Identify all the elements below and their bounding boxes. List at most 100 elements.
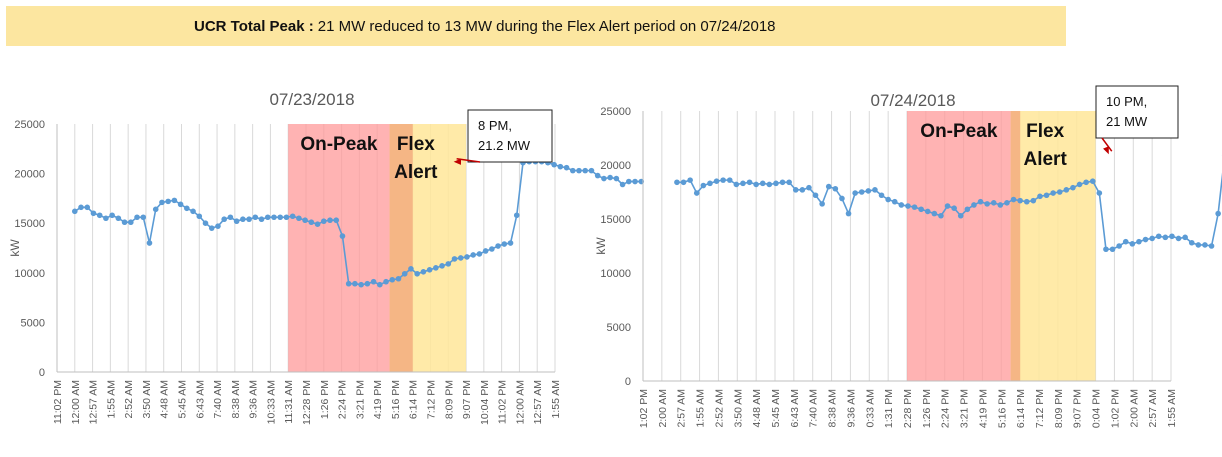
data-point: [146, 240, 153, 246]
data-point: [196, 213, 203, 220]
data-point: [852, 190, 858, 196]
callout-box: [1095, 85, 1179, 139]
y-tick-label: 25000: [14, 119, 45, 131]
data-point: [84, 204, 91, 211]
data-point: [680, 179, 687, 186]
data-point: [713, 178, 720, 184]
x-tick-label: 2:57 AM: [1147, 389, 1159, 428]
data-point: [918, 206, 924, 213]
callout-line1: 8 PM,: [478, 118, 512, 133]
x-tick-label: 12:57 AM: [532, 380, 544, 424]
data-point: [96, 212, 103, 219]
data-point: [389, 276, 396, 283]
data-point: [588, 167, 595, 174]
data-point: [370, 278, 377, 285]
data-point: [445, 261, 452, 267]
x-tick-label: 1:31 PM: [883, 389, 895, 428]
y-tick-label: 20000: [14, 169, 45, 181]
x-tick-label: 2:57 AM: [676, 389, 688, 428]
x-tick-label: 0:33 AM: [864, 389, 876, 428]
data-point: [582, 167, 589, 174]
data-point: [439, 263, 445, 269]
data-point: [819, 201, 825, 207]
data-point: [408, 266, 414, 272]
data-point: [865, 188, 872, 194]
chart-title: 07/24/2018: [870, 91, 955, 110]
data-point: [1175, 235, 1182, 242]
x-tick-label: 5:16 PM: [996, 389, 1008, 428]
summary-banner: UCR Total Peak : 21 MW reduced to 13 MW …: [6, 6, 1066, 46]
x-tick-label: 6:43 AM: [789, 389, 801, 428]
x-tick-label: 8:09 PM: [1053, 389, 1065, 428]
data-point: [607, 174, 613, 181]
x-tick-label: 1:55 AM: [1166, 389, 1178, 428]
data-point: [1136, 238, 1142, 245]
x-tick-label: 7:12 PM: [426, 380, 438, 419]
data-point: [626, 178, 632, 185]
data-point: [1182, 234, 1188, 241]
data-point: [1010, 196, 1017, 203]
data-point: [759, 180, 766, 187]
flex-label-line2: Alert: [1023, 149, 1067, 170]
data-point: [891, 198, 898, 205]
data-point: [433, 265, 439, 271]
x-tick-label: 1:55 AM: [550, 380, 562, 419]
x-tick-label: 9:36 AM: [248, 380, 260, 419]
data-point: [302, 217, 308, 224]
x-tick-label: 1:26 PM: [319, 380, 331, 419]
data-point: [1162, 234, 1169, 241]
x-tick-label: 9:07 PM: [461, 380, 473, 419]
y-tick-label: 25000: [600, 106, 631, 118]
onpeak-band: [907, 111, 1021, 381]
x-tick-label: 3:21 PM: [354, 380, 366, 419]
banner-bold: UCR Total Peak :: [194, 17, 314, 35]
x-tick-label: 3:21 PM: [959, 389, 971, 428]
data-point: [557, 163, 564, 170]
data-point: [426, 267, 433, 273]
data-point: [619, 181, 626, 188]
data-point: [90, 210, 97, 217]
data-point: [202, 220, 209, 226]
x-tick-label: 1:02 PM: [638, 389, 650, 428]
x-tick-label: 8:09 PM: [443, 380, 455, 419]
data-point: [977, 198, 984, 205]
x-tick-label: 2:24 PM: [940, 389, 952, 428]
data-point: [401, 270, 408, 277]
data-point: [327, 217, 333, 224]
callout-line1: 10 PM,: [1106, 94, 1147, 109]
y-tick-label: 5000: [607, 322, 631, 334]
data-point: [1116, 243, 1122, 249]
flex-label-line1: Flex: [397, 134, 435, 155]
data-point: [984, 201, 990, 207]
data-point: [171, 197, 178, 204]
y-tick-label: 10000: [14, 268, 45, 280]
data-point: [190, 208, 196, 215]
data-point: [944, 203, 951, 209]
data-point: [806, 184, 812, 191]
data-point: [1070, 184, 1076, 191]
data-point: [1017, 197, 1023, 204]
data-point: [314, 221, 321, 227]
data-point: [208, 225, 215, 231]
x-tick-label: 12:57 AM: [88, 380, 100, 424]
data-point: [358, 281, 364, 288]
data-point: [799, 187, 806, 193]
data-point: [103, 215, 109, 222]
data-point: [1043, 192, 1050, 199]
data-point: [707, 180, 713, 187]
data-point: [1089, 178, 1096, 184]
data-point: [513, 212, 520, 219]
y-axis-label: kW: [594, 237, 608, 255]
chart-0723: 0 5000 10000 15000 20000 25000 kW 11:02 PM 12:00…: [8, 90, 645, 425]
data-point: [476, 251, 483, 257]
data-point: [1215, 210, 1221, 217]
data-point: [165, 198, 171, 205]
data-point: [839, 195, 845, 202]
data-point: [786, 179, 792, 186]
callout-arrowhead: [1103, 146, 1109, 155]
data-point: [632, 178, 638, 185]
data-point: [779, 179, 786, 186]
data-point: [345, 280, 352, 287]
data-point: [352, 280, 358, 287]
data-point: [507, 240, 514, 246]
